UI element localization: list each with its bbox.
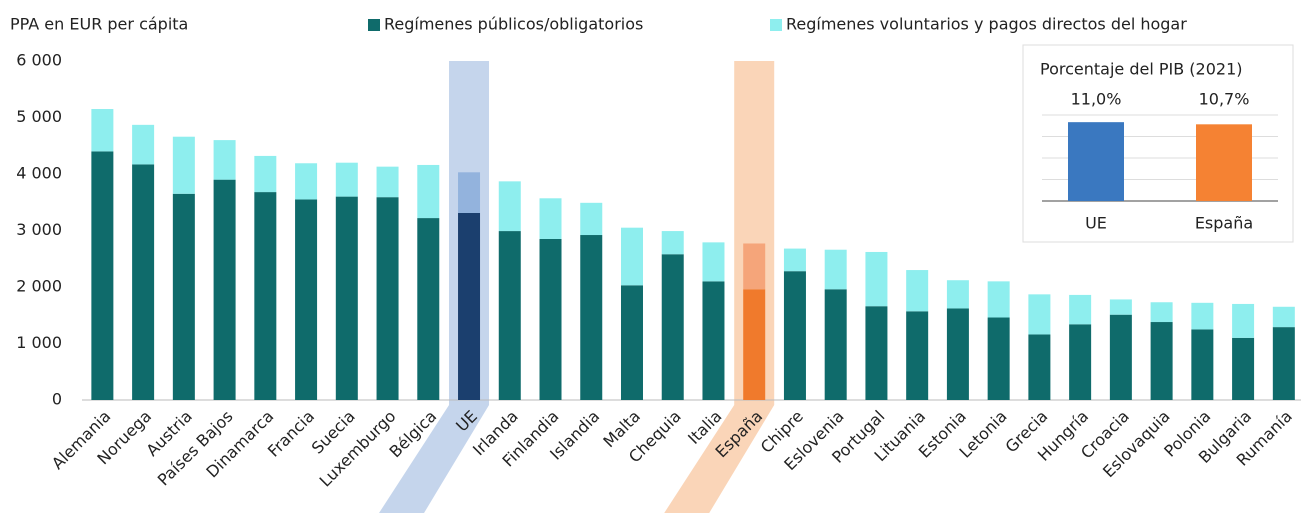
bar-segment bbox=[498, 231, 521, 400]
bar-segment bbox=[335, 162, 358, 197]
bar-segment bbox=[213, 140, 236, 180]
value-label: 10,7% bbox=[1199, 90, 1250, 109]
bar-segment bbox=[458, 212, 481, 400]
bar-segment bbox=[539, 238, 562, 400]
bar-segment bbox=[1150, 302, 1173, 323]
bar-segment bbox=[376, 197, 399, 400]
y-tick-label: 0 bbox=[52, 390, 62, 409]
bar-segment bbox=[132, 124, 155, 165]
bar-segment bbox=[295, 199, 318, 400]
bar-segment bbox=[213, 179, 236, 400]
bar-segment bbox=[620, 285, 643, 400]
bar-segment bbox=[172, 193, 195, 400]
bar-segment bbox=[987, 281, 1010, 318]
bar-segment bbox=[458, 172, 481, 213]
y-tick-label: 1 000 bbox=[16, 333, 62, 352]
bar-segment bbox=[91, 109, 114, 152]
bar-segment bbox=[1232, 303, 1255, 338]
bar-segment bbox=[743, 243, 766, 290]
y-tick-label: 5 000 bbox=[16, 107, 62, 126]
value-label: 11,0% bbox=[1071, 90, 1122, 109]
bar-segment bbox=[539, 198, 562, 239]
bar-segment bbox=[335, 196, 358, 400]
bar-segment bbox=[1028, 294, 1051, 335]
y-axis-label: PPA en EUR per cápita bbox=[10, 15, 188, 34]
bar-segment bbox=[417, 164, 440, 219]
y-tick-label: 4 000 bbox=[16, 164, 62, 183]
bar-segment bbox=[376, 166, 399, 198]
bar-segment bbox=[254, 192, 277, 400]
bar-segment bbox=[987, 317, 1010, 400]
bar-segment bbox=[91, 151, 114, 400]
bar bbox=[1068, 122, 1124, 201]
bar-segment bbox=[824, 249, 847, 290]
bar-segment bbox=[1191, 329, 1214, 400]
legend-swatch bbox=[368, 19, 380, 31]
bar-segment bbox=[661, 231, 684, 255]
bar-segment bbox=[824, 289, 847, 400]
bar-segment bbox=[783, 248, 806, 272]
bar-segment bbox=[580, 235, 603, 400]
bar-segment bbox=[661, 254, 684, 400]
bar-segment bbox=[743, 289, 766, 400]
bar-segment bbox=[946, 308, 969, 400]
bar-segment bbox=[1150, 322, 1173, 400]
bar-segment bbox=[1109, 314, 1132, 400]
bar-segment bbox=[417, 218, 440, 400]
bar-segment bbox=[295, 163, 318, 200]
bar-segment bbox=[1028, 334, 1051, 400]
x-tick-label: España bbox=[1195, 214, 1253, 233]
y-tick-label: 3 000 bbox=[16, 220, 62, 239]
y-tick-label: 2 000 bbox=[16, 277, 62, 296]
legend-swatch bbox=[770, 19, 782, 31]
bar-segment bbox=[172, 136, 195, 194]
y-tick-label: 6 000 bbox=[16, 51, 62, 70]
bar-segment bbox=[865, 306, 888, 400]
bar bbox=[1196, 124, 1252, 201]
bar-segment bbox=[620, 227, 643, 286]
bar-segment bbox=[498, 181, 521, 232]
x-tick-label: UE bbox=[1085, 214, 1107, 233]
bar-segment bbox=[580, 202, 603, 236]
bar-segment bbox=[1191, 302, 1214, 330]
bar-segment bbox=[1272, 327, 1295, 400]
bar-segment bbox=[702, 281, 725, 400]
bar-segment bbox=[906, 311, 929, 400]
bar-segment bbox=[132, 164, 155, 400]
bar-segment bbox=[702, 242, 725, 282]
legend-label: Regímenes públicos/obligatorios bbox=[384, 15, 643, 34]
bar-segment bbox=[906, 270, 929, 312]
bar-segment bbox=[254, 155, 277, 193]
bar-segment bbox=[1069, 324, 1092, 400]
bar-segment bbox=[946, 280, 969, 309]
bar-segment bbox=[1232, 337, 1255, 400]
bar-segment bbox=[1069, 294, 1092, 325]
inset-title: Porcentaje del PIB (2021) bbox=[1040, 60, 1243, 79]
bar-segment bbox=[783, 271, 806, 400]
legend-label: Regímenes voluntarios y pagos directos d… bbox=[786, 15, 1187, 34]
bar-segment bbox=[1109, 299, 1132, 315]
bar-segment bbox=[1272, 306, 1295, 328]
bar-segment bbox=[865, 251, 888, 307]
